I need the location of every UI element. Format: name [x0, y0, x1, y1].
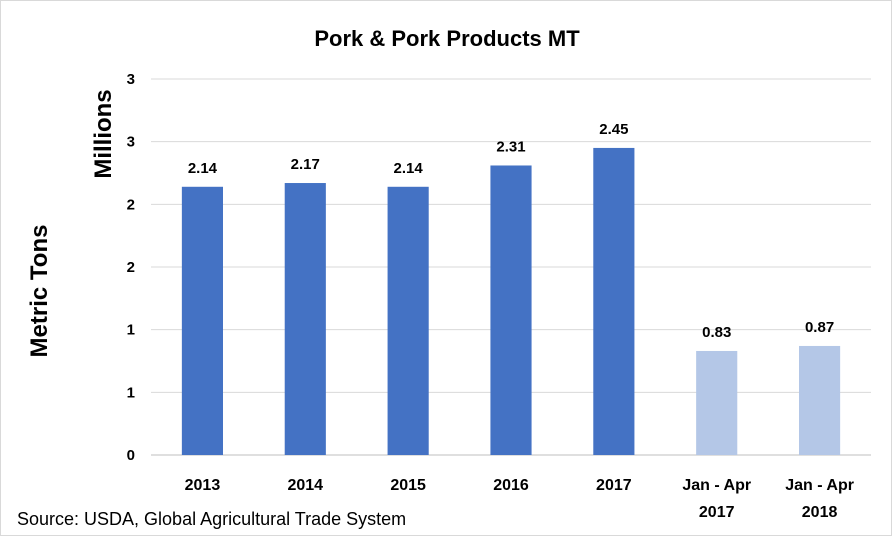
data-label: 2.31	[496, 138, 525, 155]
bar	[799, 345, 841, 455]
data-label: 0.83	[702, 324, 731, 341]
bars	[181, 147, 841, 456]
bar	[284, 183, 326, 455]
x-tick-label: 2017	[596, 477, 632, 494]
y-tick-label: 3	[127, 134, 135, 151]
data-label: 2.14	[394, 160, 424, 177]
bar	[490, 165, 532, 456]
data-label: 2.17	[291, 156, 320, 173]
x-tick-label: 2018	[802, 504, 838, 521]
y-tick-labels: 0 1 1 2 2 3 3	[127, 71, 135, 464]
y-axis-label: Metric Tons	[26, 225, 53, 358]
bar	[593, 147, 635, 455]
y-tick-label: 1	[127, 322, 135, 339]
y-tick-label: 1	[127, 384, 135, 401]
data-label: 2.45	[599, 121, 628, 138]
x-tick-label: 2017	[699, 504, 735, 521]
y-tick-label: 2	[127, 259, 135, 276]
data-label: 2.14	[188, 160, 218, 177]
source-note: Source: USDA, Global Agricultural Trade …	[17, 509, 406, 529]
bar	[181, 186, 223, 455]
x-tick-label: 2015	[390, 477, 426, 494]
x-tick-labels: 2013 2014 2015 2016 2017 Jan - Apr 2017 Jan - A…	[185, 477, 854, 521]
bar	[387, 186, 429, 455]
data-labels: 2.14 2.17 2.14 2.31 2.45 0.83 0.87	[188, 121, 834, 341]
x-tick-label: 2013	[185, 477, 221, 494]
x-tick-label: 2016	[493, 477, 529, 494]
x-tick-label: Jan - Apr	[785, 477, 854, 494]
x-tick-label: Jan - Apr	[682, 477, 751, 494]
bar	[696, 350, 738, 455]
units-label: Millions	[90, 89, 117, 178]
y-tick-label: 0	[127, 447, 135, 464]
chart-title: Pork & Pork Products MT	[314, 26, 580, 51]
x-tick-label: 2014	[287, 477, 323, 494]
y-tick-label: 2	[127, 196, 135, 213]
data-label: 0.87	[805, 319, 834, 336]
y-tick-label: 3	[127, 71, 135, 88]
